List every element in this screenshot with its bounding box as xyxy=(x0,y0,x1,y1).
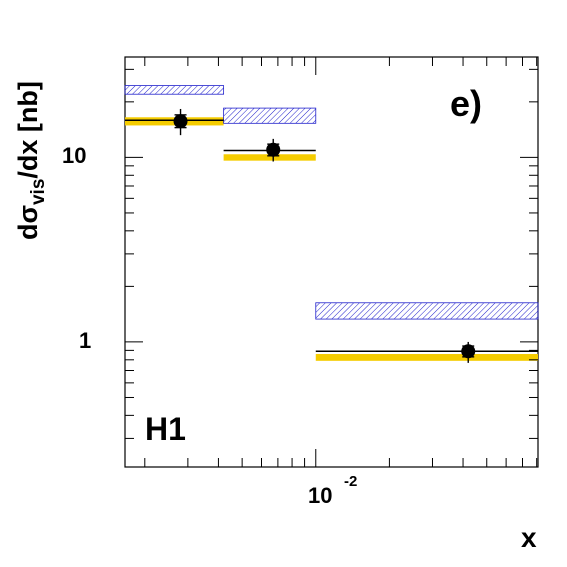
data-point-1 xyxy=(266,142,281,157)
y-tick-label-10: 10 xyxy=(62,143,86,168)
h1-label: H1 xyxy=(145,411,186,447)
y-axis-label: dσvis/dx [nb] xyxy=(13,81,49,240)
plot-frame xyxy=(124,56,539,468)
hatch-band-2 xyxy=(315,302,539,320)
y-axis-label-suffix: /dx [nb] xyxy=(13,81,43,178)
svg-text:dσvis/dx [nb]: dσvis/dx [nb] xyxy=(13,81,49,240)
x-tick-label-base: 10 xyxy=(308,483,332,508)
panel-label: e) xyxy=(450,83,482,124)
y-axis-label-prefix: dσ xyxy=(13,205,43,240)
hatch-band-0 xyxy=(124,85,225,95)
y-tick-label-1: 1 xyxy=(79,328,91,353)
gold-band-2 xyxy=(315,354,538,361)
gold-band-1 xyxy=(223,154,316,161)
y-axis-label-subscript: vis xyxy=(28,179,49,205)
hatch-band-1 xyxy=(223,107,317,124)
x-axis-label: x xyxy=(521,522,537,553)
x-tick-label-exponent: -2 xyxy=(344,473,357,490)
data-point-0 xyxy=(173,114,188,129)
data-point-2 xyxy=(461,344,476,359)
